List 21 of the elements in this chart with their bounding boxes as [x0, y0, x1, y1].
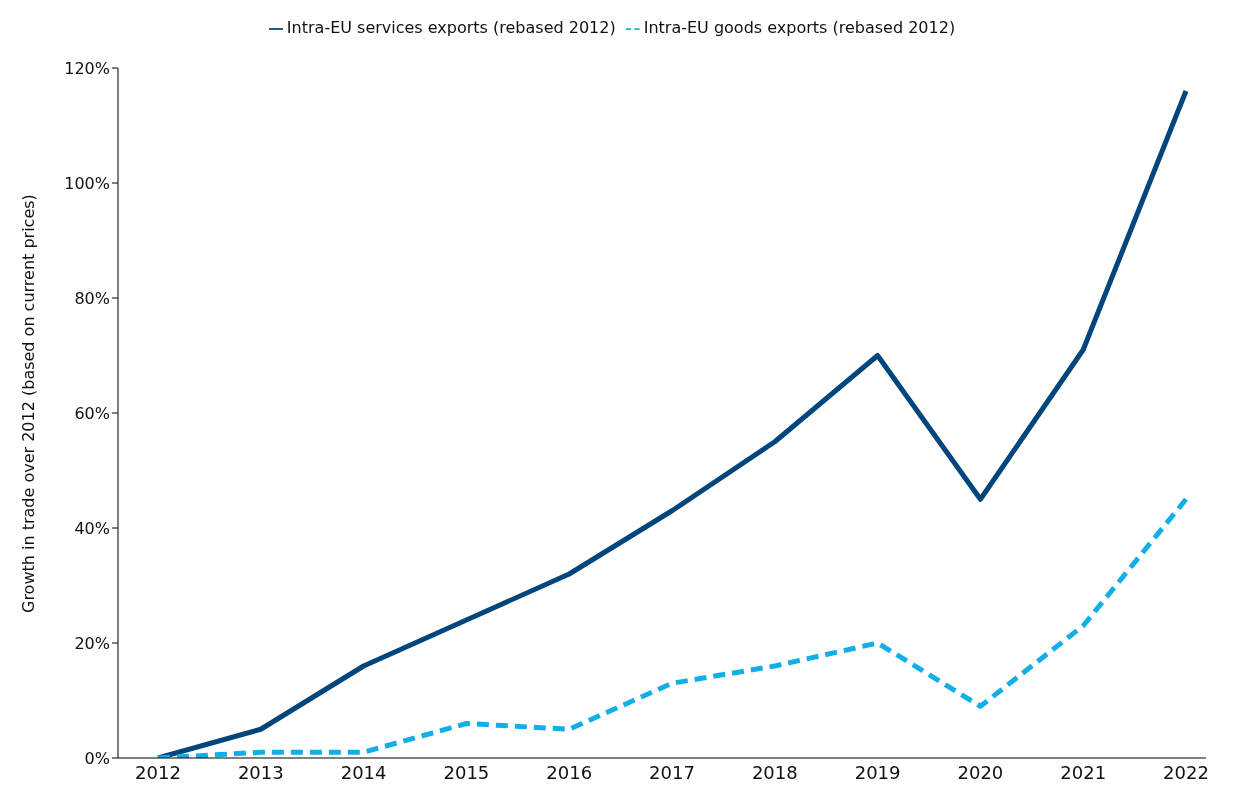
x-tick-label: 2022	[1163, 761, 1209, 783]
legend-label: Intra-EU goods exports (rebased 2012)	[643, 18, 956, 37]
x-tick-label: 2012	[135, 761, 181, 783]
x-tick-label: 2015	[443, 761, 490, 783]
x-tick-label: 2017	[649, 761, 695, 783]
y-tick-label: 40%	[74, 518, 110, 538]
x-tick-label: 2020	[957, 761, 1004, 783]
y-tick-label: 60%	[74, 403, 110, 423]
x-tick-label: 2013	[237, 761, 284, 783]
y-tick-label: 80%	[74, 288, 110, 308]
y-tick-label: 100%	[64, 173, 110, 193]
y-tick-label: 20%	[74, 633, 110, 653]
x-tick-label: 2018	[751, 761, 798, 783]
x-tick-label: 2016	[546, 761, 593, 783]
x-tick-label: 2021	[1060, 761, 1107, 783]
x-tick-label: 2014	[340, 761, 387, 783]
legend-label: Intra-EU services exports (rebased 2012)	[286, 18, 616, 37]
x-tick-label: 2019	[854, 761, 901, 783]
y-tick-label: 0%	[84, 748, 110, 768]
y-tick-label: 120%	[64, 58, 110, 78]
y-axis-title: Growth in trade over 2012 (based on current prices)	[18, 194, 38, 613]
